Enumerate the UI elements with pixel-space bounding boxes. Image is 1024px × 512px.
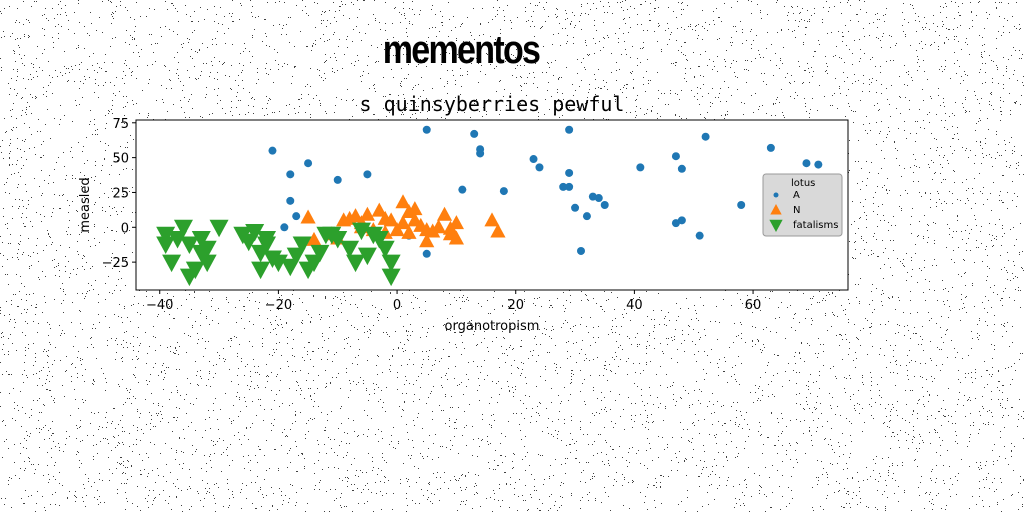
data-point	[577, 247, 585, 255]
data-point	[423, 250, 431, 258]
data-point	[458, 186, 466, 194]
data-point	[636, 163, 644, 171]
data-point	[678, 165, 686, 173]
data-point	[571, 204, 579, 212]
x-tick-label: 60	[745, 298, 762, 313]
data-point	[767, 144, 775, 152]
data-point	[802, 159, 810, 167]
x-tick-label: −20	[265, 298, 292, 313]
data-point	[304, 159, 312, 167]
legend-label: A	[793, 190, 800, 201]
data-point	[814, 161, 822, 169]
data-point	[292, 212, 300, 220]
data-point	[696, 232, 704, 240]
data-point	[476, 149, 484, 157]
legend-label: fatalisms	[793, 220, 838, 231]
y-axis-label: measled	[78, 177, 93, 232]
y-tick-label: 75	[112, 117, 129, 132]
data-point	[530, 155, 538, 163]
y-tick-label: 25	[112, 186, 129, 201]
x-tick-label: −40	[146, 298, 173, 313]
data-point	[535, 163, 543, 171]
y-tick-label: 50	[112, 152, 129, 167]
x-tick-label: 0	[393, 298, 401, 313]
x-tick-label: 40	[626, 298, 643, 313]
x-axis-label: organotropism	[445, 319, 540, 334]
data-point	[559, 183, 567, 191]
data-point	[565, 126, 573, 134]
data-point	[583, 212, 591, 220]
data-point	[678, 216, 686, 224]
data-point	[423, 126, 431, 134]
x-tick-label: 20	[507, 298, 524, 313]
y-tick-label: −25	[102, 256, 129, 271]
data-point	[334, 176, 342, 184]
legend-title: lotus	[791, 178, 815, 189]
data-point	[500, 187, 508, 195]
data-point	[737, 201, 745, 209]
data-point	[286, 197, 294, 205]
chart-title: s quinsyberries pewful	[360, 92, 625, 116]
data-point	[280, 223, 288, 231]
data-point	[565, 169, 573, 177]
legend-marker	[774, 193, 779, 198]
data-point	[601, 201, 609, 209]
data-point	[268, 147, 276, 155]
data-point	[595, 194, 603, 202]
data-point	[286, 170, 294, 178]
data-point	[363, 170, 371, 178]
data-point	[672, 152, 680, 160]
data-point	[702, 133, 710, 141]
data-point	[470, 130, 478, 138]
plot-area	[136, 120, 848, 290]
y-tick-label: 0	[121, 221, 129, 236]
legend-label: N	[793, 205, 800, 216]
